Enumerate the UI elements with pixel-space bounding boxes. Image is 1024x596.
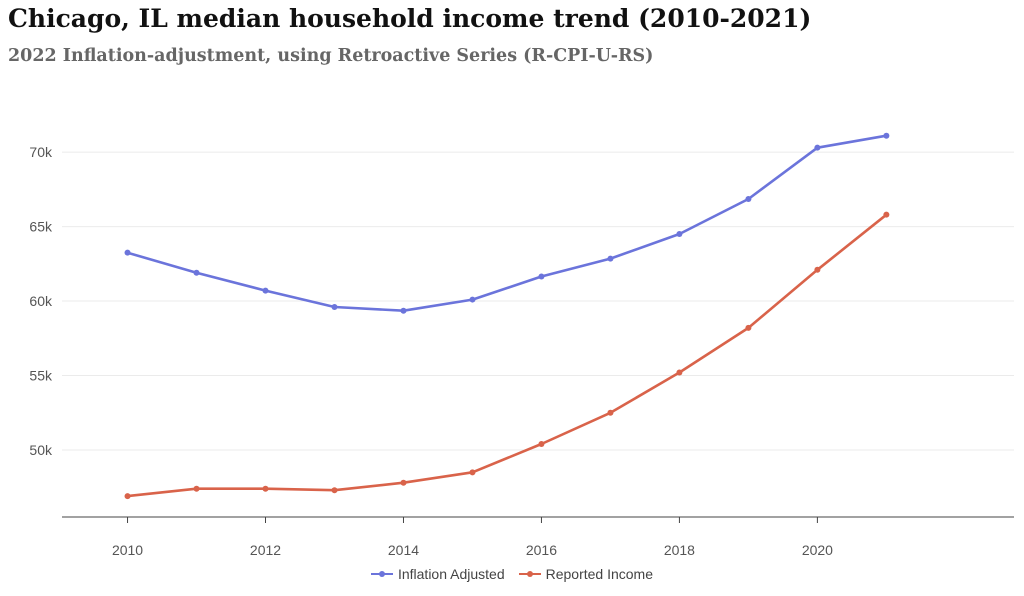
data-point-reported-income[interactable] xyxy=(883,211,890,218)
y-tick-label: 50k xyxy=(29,442,53,458)
data-point-inflation-adjusted[interactable] xyxy=(400,307,407,314)
x-tick-label: 2012 xyxy=(250,542,281,558)
data-point-inflation-adjusted[interactable] xyxy=(538,273,545,280)
data-point-reported-income[interactable] xyxy=(538,441,545,448)
data-point-inflation-adjusted[interactable] xyxy=(676,231,683,238)
y-tick-label: 55k xyxy=(29,368,53,384)
series-inflation-adjusted xyxy=(124,132,890,314)
data-point-reported-income[interactable] xyxy=(262,485,269,492)
x-tick-label: 2018 xyxy=(664,542,695,558)
axes: 50k 55k 60k 65k 70k 2010 2012 2014 2016 2018 2020 xyxy=(29,144,1014,558)
x-tick-label: 2016 xyxy=(526,542,557,558)
legend-swatch xyxy=(370,569,393,579)
data-point-inflation-adjusted[interactable] xyxy=(331,304,338,311)
x-tick-label: 2014 xyxy=(388,542,419,558)
data-point-reported-income[interactable] xyxy=(676,369,683,376)
chart-legend: Inflation Adjusted Reported Income xyxy=(0,566,1024,582)
legend-item[interactable]: Reported Income xyxy=(518,566,654,582)
chart-title: Chicago, IL median household income tren… xyxy=(8,4,812,33)
legend-swatch xyxy=(518,569,541,579)
y-tick-label: 65k xyxy=(29,219,53,235)
data-point-reported-income[interactable] xyxy=(124,493,131,500)
data-point-inflation-adjusted[interactable] xyxy=(262,287,269,294)
y-tick-label: 60k xyxy=(29,293,53,309)
x-tick-label: 2010 xyxy=(112,542,143,558)
series-line-inflation-adjusted xyxy=(126,134,888,313)
chart-subtitle: 2022 Inflation-adjustment, using Retroac… xyxy=(8,46,654,66)
data-point-reported-income[interactable] xyxy=(607,409,614,416)
data-point-reported-income[interactable] xyxy=(745,324,752,331)
data-point-reported-income[interactable] xyxy=(193,485,200,492)
data-point-inflation-adjusted[interactable] xyxy=(124,249,131,256)
series-reported-income xyxy=(124,211,890,500)
data-point-reported-income[interactable] xyxy=(331,487,338,494)
data-point-reported-income[interactable] xyxy=(814,266,821,273)
series-lines xyxy=(124,132,890,500)
legend-label: Inflation Adjusted xyxy=(397,566,505,582)
legend-label: Reported Income xyxy=(545,566,654,582)
data-point-inflation-adjusted[interactable] xyxy=(814,144,821,151)
data-point-inflation-adjusted[interactable] xyxy=(469,296,476,303)
gridlines xyxy=(62,151,1014,451)
data-point-inflation-adjusted[interactable] xyxy=(883,132,890,139)
x-tick-label: 2020 xyxy=(802,542,833,558)
data-point-reported-income[interactable] xyxy=(400,479,407,486)
data-point-inflation-adjusted[interactable] xyxy=(193,269,200,276)
data-point-inflation-adjusted[interactable] xyxy=(745,196,752,203)
data-point-reported-income[interactable] xyxy=(469,469,476,476)
series-line-reported-income xyxy=(126,213,888,498)
y-tick-label: 70k xyxy=(29,144,53,160)
data-point-inflation-adjusted[interactable] xyxy=(607,255,614,262)
legend-item[interactable]: Inflation Adjusted xyxy=(370,566,505,582)
